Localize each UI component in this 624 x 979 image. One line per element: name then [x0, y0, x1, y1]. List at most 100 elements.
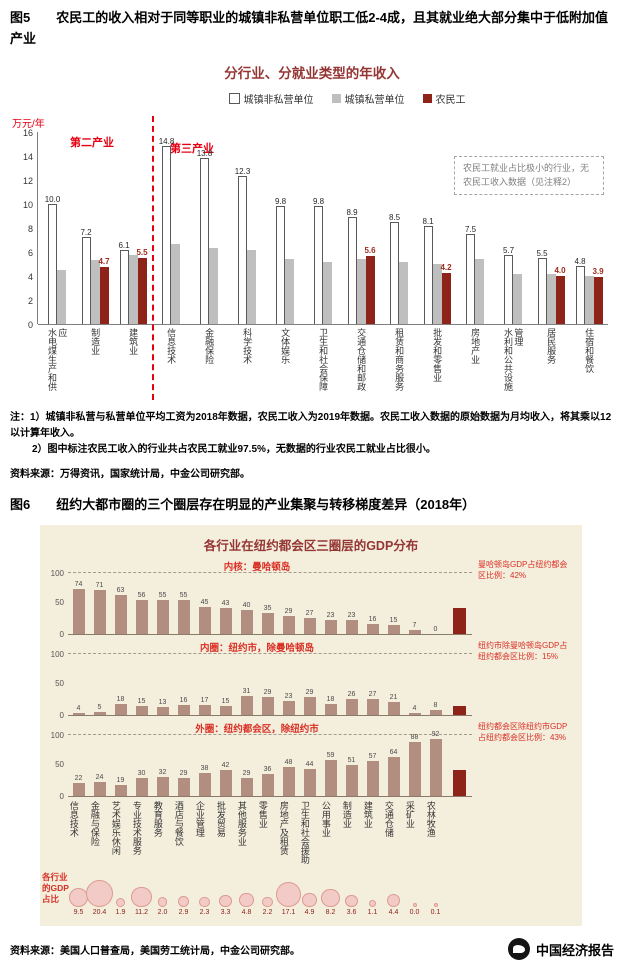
- category-group: 14.8 信息技术: [152, 132, 190, 398]
- income-bar-private: [247, 250, 256, 324]
- bar-value-label: 4.2: [440, 263, 452, 273]
- bar-value-label: 4.7: [98, 257, 110, 267]
- gdp-bar: 8: [429, 702, 442, 716]
- gdp-bar: 55: [156, 592, 169, 635]
- income-bar-migrant: 4.7: [98, 257, 110, 324]
- category-label: 房地产及租赁: [278, 801, 289, 856]
- chart2-y-axis: 100 50 0: [48, 569, 68, 639]
- chart1-unit-label: 万元/年: [12, 118, 45, 130]
- x-axis-spacer: [48, 801, 68, 864]
- bubble-value-label: 11.2: [134, 909, 149, 917]
- chart2-title: 各行业在纽约都会区三圈层的GDP分布: [203, 539, 419, 554]
- fig5-source: 资料来源：万得资讯，国家统计局，中金公司研究部。: [10, 468, 250, 480]
- bar-value-label: 43: [221, 599, 230, 607]
- category-label: 企业管理: [194, 801, 205, 838]
- bar-value-label: 5: [97, 704, 102, 712]
- bubble-value-label: 17.1: [281, 909, 296, 917]
- panel-caption-outer: 外圈：纽约都会区，除纽约市: [195, 724, 319, 736]
- gdp-bubble-column: 0.0: [404, 872, 425, 916]
- category-group: 7.2 4.7 制造业: [76, 132, 114, 398]
- y-tick: 0: [59, 792, 64, 802]
- fig6-source: 资料来源：美国人口普查局，美国劳工统计局，中金公司研究部。: [10, 945, 300, 957]
- category-label: 金融与保险: [89, 801, 100, 847]
- gdp-bar-column: 29: [257, 653, 278, 716]
- bar-value-label: 38: [200, 764, 209, 772]
- category-label: 卫生和社会保障: [318, 327, 329, 391]
- category-group: 7.5 房地产业: [456, 132, 494, 398]
- gdp-bar: 74: [72, 581, 85, 635]
- bar-value-label: 71: [95, 582, 104, 590]
- income-bar-nonprivate: 5.7: [503, 246, 514, 324]
- category-label: 其他服务业: [236, 801, 247, 847]
- bar-value-label: 4.8: [574, 257, 586, 266]
- income-bar-private: [57, 269, 66, 324]
- gdp-bar: 40: [240, 602, 253, 635]
- bar-value-label: 29: [242, 770, 251, 778]
- bar-value-label: 5.5: [136, 247, 148, 257]
- gdp-bar: 35: [261, 605, 274, 635]
- gdp-bubble-column: 8.2: [320, 872, 341, 916]
- category-label: 教育服务: [152, 801, 163, 838]
- gdp-bar: 16: [177, 697, 190, 716]
- gdp-bar-column: 88: [404, 734, 425, 797]
- gdp-bar-column: 23: [341, 572, 362, 635]
- bar-value-label: 29: [263, 689, 272, 697]
- gdp-bar-column: 23: [320, 572, 341, 635]
- gdp-bubble: [177, 895, 190, 908]
- bar-value-label: 8.1: [422, 217, 434, 227]
- income-bar-nonprivate: 8.1: [422, 217, 434, 324]
- bar-value-label: 6.1: [118, 241, 130, 251]
- gdp-bar-column: 63: [110, 572, 131, 635]
- bar-value-label: 8.9: [346, 207, 358, 217]
- income-bar-nonprivate: 7.5: [465, 225, 476, 324]
- gdp-bubble: [219, 895, 232, 908]
- gdp-bar: 59: [324, 752, 337, 797]
- category-label: 水电煤生产和供应: [47, 327, 68, 391]
- bar-value-label: 27: [368, 690, 377, 698]
- bar-value-label: 64: [389, 748, 398, 756]
- gdp-bubble: [275, 882, 302, 908]
- gdp-bar: 27: [303, 610, 316, 635]
- gdp-bar-column: 27: [299, 572, 320, 635]
- gdp-bar-column: 30: [131, 734, 152, 797]
- gdp-bar: 48: [282, 759, 295, 797]
- gdp-bar-column: 55: [173, 572, 194, 635]
- chart2-panel-outer: 100 50 0 外圈：纽约都会区，除纽约市 22 24 19 30 32 29 38 42 2…: [48, 722, 574, 801]
- gdp-bubble-column: 3.6: [341, 872, 362, 916]
- gdp-bar: 88: [408, 734, 421, 797]
- income-bar-private: [432, 263, 442, 324]
- y-tick: 50: [55, 598, 64, 608]
- bar-value-label: 22: [74, 774, 83, 782]
- share-bar: [452, 608, 466, 635]
- gdp-bar-column: 18: [320, 653, 341, 716]
- bar-value-label: 30: [137, 769, 146, 777]
- gdp-bubble-column: 9.5: [68, 872, 89, 916]
- gdp-bar: 17: [198, 697, 211, 716]
- legend-label: 城镇非私营单位: [243, 94, 314, 106]
- gdp-bubble-row: 各行业的GDP占比 9.5 20.4 1.9 11.2 2.0 2.9 2.3 3.3 4.8 2…: [42, 872, 574, 917]
- bubble-value-label: 9.5: [73, 909, 84, 917]
- panel-caption-manhattan: 内核：曼哈顿岛: [223, 562, 291, 574]
- income-bar-migrant: 5.6: [364, 246, 376, 324]
- category-label: 酒店与餐饮: [173, 801, 184, 847]
- y-tick: 4: [27, 271, 33, 282]
- category-label: 交通仓储和邮政: [356, 327, 367, 391]
- y-tick: 100: [50, 569, 64, 579]
- category-label: 交通仓储: [383, 801, 394, 838]
- gdp-bar-column: 13: [152, 653, 173, 716]
- gdp-bar: 51: [345, 757, 358, 797]
- gdp-bar-column: 26: [341, 653, 362, 716]
- income-bar-private: [323, 262, 332, 324]
- income-bar-migrant: 4.2: [440, 263, 452, 324]
- gdp-bar-column: 57: [362, 734, 383, 797]
- bar-value-label: 13.8: [196, 149, 213, 158]
- category-group: 9.8 卫生和社会保障: [304, 132, 342, 398]
- bar-value-label: 29: [305, 689, 314, 697]
- y-tick: 100: [50, 650, 64, 660]
- bubble-value-label: 3.3: [220, 909, 231, 917]
- gdp-bar-column: 8: [425, 653, 446, 716]
- publication-name: 中国经济报告: [535, 942, 614, 958]
- share-bar-column: [446, 573, 472, 636]
- y-tick: 16: [22, 127, 33, 138]
- income-bar-private: [209, 248, 218, 324]
